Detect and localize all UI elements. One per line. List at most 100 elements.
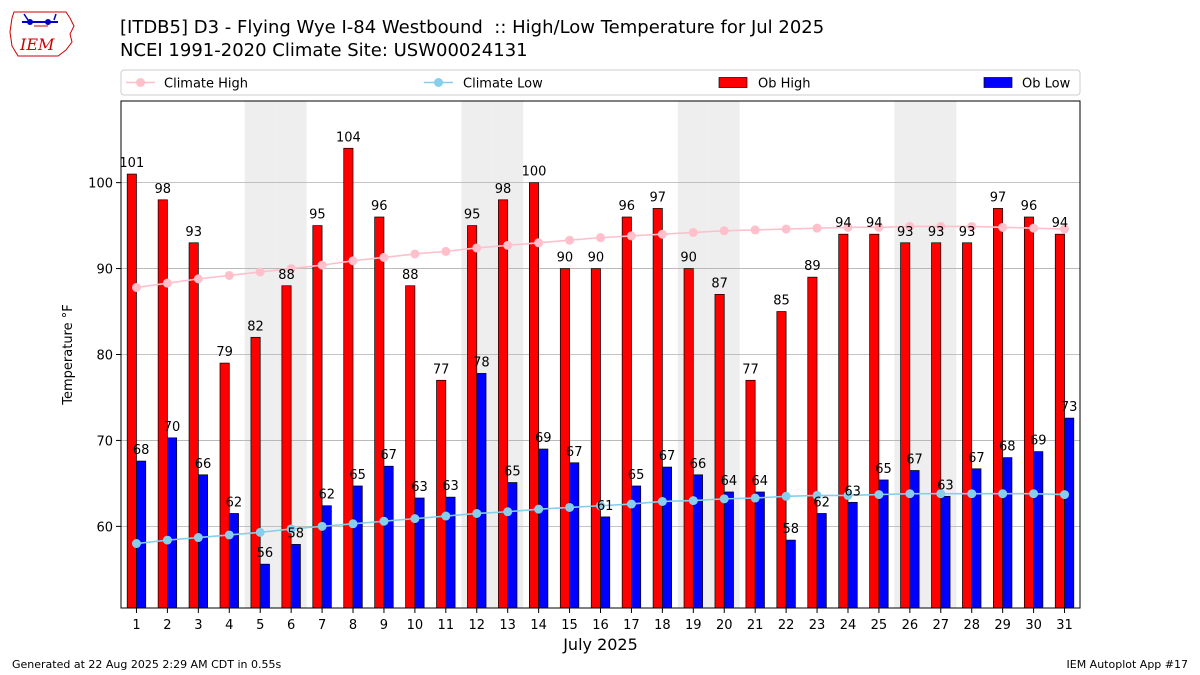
x-tick-label: 30 [1025, 618, 1042, 633]
climate-low-point [967, 489, 977, 499]
ob-high-bar [1054, 233, 1065, 609]
climate-low-point [348, 519, 358, 529]
ob-low-label: 63 [411, 480, 428, 495]
ob-high-bar [838, 233, 849, 609]
ob-low-label: 65 [349, 468, 366, 483]
ob-high-label: 90 [557, 251, 574, 266]
ob-low-bar [167, 437, 178, 609]
x-tick-label: 11 [438, 618, 455, 633]
iem-logo: IEM [9, 11, 75, 57]
climate-high-point [1029, 223, 1039, 233]
climate-low-point [843, 490, 853, 500]
ob-high-bar [714, 293, 725, 609]
ob-high-label: 97 [649, 190, 666, 205]
climate-low-point [503, 507, 513, 517]
climate-high-point [379, 252, 389, 262]
x-tick-label: 31 [1056, 618, 1073, 633]
ob-high-bar [559, 268, 570, 609]
ob-high-label: 93 [928, 225, 945, 240]
y-tick-label: 90 [96, 263, 113, 278]
ob-low-bar [600, 516, 611, 609]
ob-low-bar [692, 474, 703, 609]
x-tick-label: 15 [561, 618, 578, 633]
x-tick-label: 5 [256, 618, 264, 633]
climate-low-point [596, 501, 605, 511]
climate-high-point [998, 222, 1008, 232]
ob-low-label: 70 [164, 420, 181, 435]
climate-low-point [162, 535, 172, 545]
legend-climate-low-label: Climate Low [463, 77, 543, 92]
climate-low-point [472, 508, 482, 518]
climate-low-point [255, 527, 265, 537]
ob-low-label: 67 [566, 445, 583, 460]
ob-high-label: 88 [278, 268, 295, 283]
ob-low-label: 67 [906, 453, 923, 468]
ob-low-label: 62 [318, 488, 335, 503]
ob-high-bar [343, 147, 354, 609]
ob-low-label: 67 [380, 448, 397, 463]
x-tick-label: 21 [747, 618, 764, 633]
climate-high-point [719, 226, 729, 236]
chart-title-line-1: [ITDB5] D3 - Flying Wye I-84 Westbound :… [120, 17, 825, 38]
x-tick-label: 20 [716, 618, 733, 633]
ob-low-bar [754, 491, 765, 609]
ob-high-label: 97 [990, 190, 1007, 205]
ob-high-label: 94 [866, 216, 883, 231]
ob-low-bar [662, 466, 673, 609]
x-tick-label: 12 [468, 618, 485, 633]
climate-high-point [936, 221, 946, 231]
ob-low-label: 65 [875, 462, 892, 477]
ob-low-bar [816, 513, 827, 609]
ob-low-bar [785, 539, 796, 609]
ob-high-label: 87 [711, 276, 728, 291]
x-tick-label: 6 [287, 618, 295, 633]
legend-climate-high-marker [136, 78, 145, 87]
chart-title-line-2: NCEI 1991-2020 Climate Site: USW00024131 [120, 40, 528, 61]
ob-high-label: 95 [309, 208, 326, 223]
climate-high-point [750, 225, 760, 235]
ob-high-bar [188, 242, 199, 609]
climate-low-point [750, 493, 760, 503]
x-tick-label: 19 [685, 618, 702, 633]
ob-high-label: 93 [185, 225, 202, 240]
ob-high-label: 93 [959, 225, 976, 240]
climate-low-point [905, 489, 915, 499]
y-tick-label: 100 [88, 177, 113, 192]
climate-low-point [874, 490, 884, 500]
legend-box [120, 69, 1081, 96]
ob-low-bar [847, 501, 858, 609]
x-tick-label: 2 [163, 618, 171, 633]
ob-low-bar [290, 544, 301, 609]
climate-low-point [534, 504, 544, 514]
ob-high-bar [250, 336, 261, 609]
x-tick-label: 28 [963, 618, 980, 633]
climate-low-point [936, 489, 946, 499]
ob-high-label: 90 [680, 251, 697, 266]
climate-high-point [812, 223, 822, 233]
ob-high-label: 98 [495, 182, 512, 197]
climate-high-point [565, 235, 575, 245]
ob-high-bar [621, 216, 632, 609]
ob-low-label: 63 [844, 484, 861, 499]
ob-low-label: 73 [1061, 400, 1078, 415]
ob-low-label: 67 [968, 451, 985, 466]
ob-low-bar [507, 482, 518, 609]
ob-high-label: 94 [1052, 216, 1069, 231]
climate-low-point [441, 511, 451, 521]
ob-low-bar [1064, 417, 1075, 609]
x-tick-label: 27 [933, 618, 950, 633]
ob-high-bar [467, 225, 478, 609]
climate-high-point [472, 243, 482, 253]
climate-high-point [348, 256, 358, 266]
climate-high-point [162, 278, 172, 288]
y-tick-label: 60 [96, 520, 113, 535]
legend-ob-low-swatch [983, 77, 1013, 88]
ob-low-label: 66 [195, 457, 212, 472]
climate-high-point [286, 264, 296, 274]
climate-high-point [657, 229, 667, 239]
ob-low-bar [136, 460, 147, 609]
climate-low-point [410, 514, 420, 524]
ob-high-bar [776, 311, 787, 609]
ob-low-label: 69 [1030, 434, 1047, 449]
